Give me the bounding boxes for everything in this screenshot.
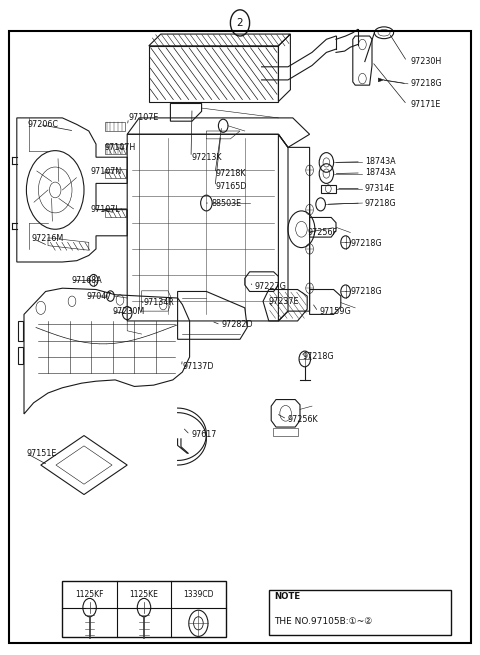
Text: NOTE: NOTE (275, 592, 300, 601)
Text: 97047: 97047 (86, 291, 112, 301)
Text: 97218G: 97218G (350, 287, 382, 296)
Text: 97107L: 97107L (90, 205, 120, 214)
Text: 97216M: 97216M (31, 234, 63, 243)
Text: 18743A: 18743A (365, 157, 396, 166)
Text: 97137D: 97137D (182, 362, 214, 371)
Text: 97617: 97617 (191, 430, 216, 440)
Text: 97227G: 97227G (254, 282, 286, 291)
Text: 97218K: 97218K (216, 169, 247, 178)
Text: 97107H: 97107H (105, 143, 136, 152)
Text: 97168A: 97168A (71, 276, 102, 285)
Text: 97230M: 97230M (112, 307, 144, 316)
Text: 97165D: 97165D (216, 182, 248, 191)
Text: 1339CD: 1339CD (183, 590, 214, 599)
Text: THE NO.97105B:①~②: THE NO.97105B:①~② (275, 617, 373, 626)
Text: 97218G: 97218G (302, 352, 334, 362)
Text: 88503E: 88503E (211, 198, 241, 208)
Text: 97206C: 97206C (28, 120, 59, 129)
Polygon shape (378, 78, 384, 82)
Text: 97237E: 97237E (269, 297, 300, 306)
Text: 18743A: 18743A (365, 168, 396, 178)
Text: 97213K: 97213K (192, 153, 223, 162)
Text: 2: 2 (237, 18, 243, 28)
Text: 97151E: 97151E (26, 449, 57, 458)
Text: 97218G: 97218G (365, 198, 396, 208)
Text: 97134R: 97134R (144, 298, 175, 307)
Text: 97107N: 97107N (90, 167, 121, 176)
Text: 97256F: 97256F (307, 228, 337, 237)
Text: 97218G: 97218G (410, 79, 442, 88)
Text: 97159G: 97159G (319, 307, 351, 316)
Text: 97171E: 97171E (410, 100, 441, 109)
Text: 97314E: 97314E (365, 184, 395, 193)
Text: 1125KF: 1125KF (75, 590, 104, 599)
Text: 97256K: 97256K (288, 415, 319, 424)
Text: 1125KE: 1125KE (130, 590, 158, 599)
Text: 97230H: 97230H (410, 57, 442, 66)
Text: 97107E: 97107E (129, 113, 159, 122)
Text: 97218G: 97218G (350, 239, 382, 248)
Text: 97282D: 97282D (222, 320, 253, 329)
